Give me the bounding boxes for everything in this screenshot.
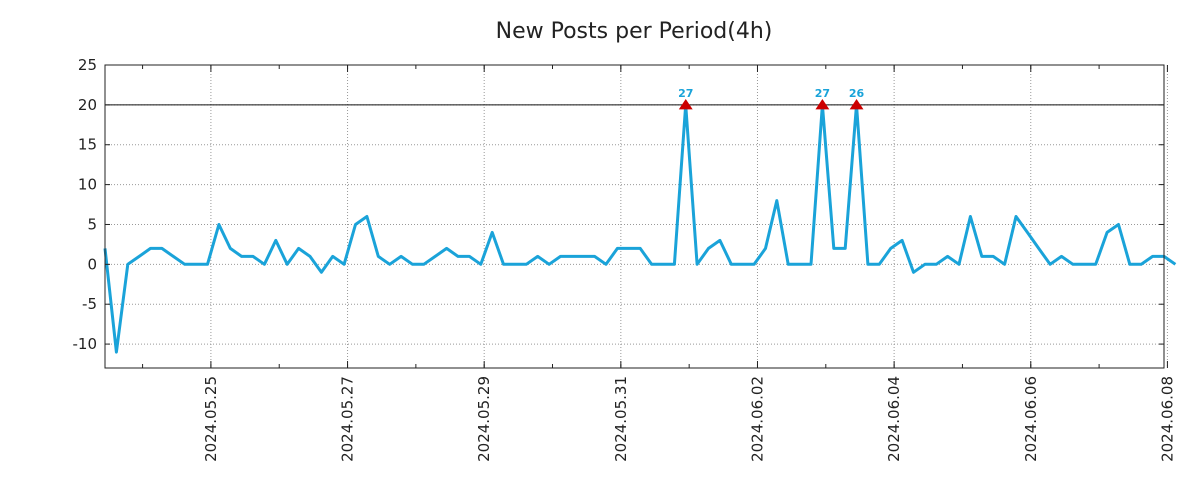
peak-label: 26 xyxy=(849,87,865,100)
y-tick-label: 10 xyxy=(78,176,97,194)
x-tick-label: 2024.05.29 xyxy=(475,376,493,462)
x-tick-label: 2024.06.02 xyxy=(748,376,766,462)
peak-label: 27 xyxy=(815,87,830,100)
axis-layer: -10 -5 0 5 10 15 20 25 2024.05.25 2024.05.27 2024.… xyxy=(73,56,1177,462)
peak-marker xyxy=(815,98,830,110)
y-tick-label: 15 xyxy=(78,136,97,154)
series-line xyxy=(103,103,1177,354)
y-tick-label: 25 xyxy=(78,56,97,74)
peak-marker xyxy=(849,98,864,110)
y-tick-label: 20 xyxy=(78,96,97,114)
marker-layer: 27 27 26 xyxy=(678,87,865,110)
x-tick-label: 2024.05.25 xyxy=(202,376,220,462)
grid-layer xyxy=(105,64,1168,368)
y-tick-label: -10 xyxy=(73,335,98,353)
x-tick-label: 2024.05.27 xyxy=(339,376,357,462)
peak-marker xyxy=(678,98,693,110)
chart-title: New Posts per Period(4h) xyxy=(496,19,773,44)
x-tick-label: 2024.06.08 xyxy=(1158,376,1176,462)
y-tick-label: 0 xyxy=(87,255,97,273)
x-tick-label: 2024.05.31 xyxy=(612,376,630,462)
plot-frame xyxy=(104,64,1165,369)
x-tick-label: 2024.06.04 xyxy=(885,376,903,462)
peak-label: 27 xyxy=(678,87,693,100)
line-layer xyxy=(103,103,1177,354)
y-tick-label: 5 xyxy=(87,215,97,233)
y-tick-label: -5 xyxy=(82,295,97,313)
x-tick-label: 2024.06.06 xyxy=(1022,376,1040,462)
